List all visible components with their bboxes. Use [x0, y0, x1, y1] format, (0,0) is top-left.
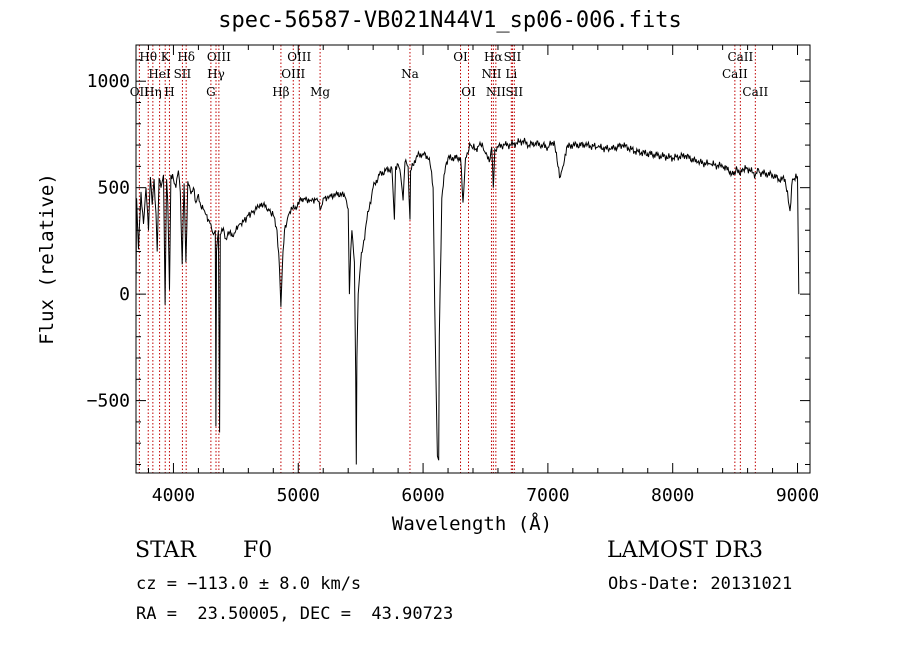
y-tick-label: −500	[87, 391, 130, 412]
line-label: OI	[461, 85, 476, 99]
plot-frame	[135, 44, 811, 474]
y-tick-label: 500	[97, 178, 130, 199]
x-tick-label: 9000	[776, 485, 819, 506]
x-axis-label: Wavelength (Å)	[392, 512, 552, 535]
line-label: CaII	[722, 67, 748, 81]
line-label: NII	[481, 67, 501, 81]
line-label: Na	[401, 67, 419, 81]
x-tick-label: 4000	[152, 485, 195, 506]
y-tick-label: 0	[119, 284, 130, 305]
line-label: Hα	[484, 50, 503, 64]
redshift-readout: cz = −113.0 ± 8.0 km/s	[136, 574, 362, 594]
line-label: NII	[486, 85, 506, 99]
line-label: Hθ	[139, 50, 157, 64]
line-label: Mg	[310, 85, 330, 99]
survey-name: LAMOST DR3	[607, 538, 763, 563]
line-label: Hδ	[177, 50, 195, 64]
line-label: CaII	[742, 85, 768, 99]
line-label: Hη	[144, 85, 162, 99]
spectral-subclass: F0	[243, 538, 273, 563]
line-label: OIII	[207, 50, 231, 64]
line-label: CaII	[727, 50, 753, 64]
line-label: SII	[504, 50, 522, 64]
x-tick-label: 6000	[401, 485, 444, 506]
line-label-layer: OIIHθHηHeIKHSIIHδGHγOIIIHβOIIIOIIIMgNaOI…	[130, 50, 769, 99]
x-tick-label: 7000	[526, 485, 569, 506]
line-label: Hγ	[207, 67, 225, 81]
line-label: OIII	[287, 50, 311, 64]
x-tick-label: 5000	[277, 485, 320, 506]
coordinates-readout: RA = 23.50005, DEC = 43.90723	[136, 604, 454, 624]
line-label: HeI	[148, 67, 171, 81]
line-label: K	[161, 50, 171, 64]
y-axis-label: Flux (relative)	[36, 173, 58, 345]
line-label: H	[164, 85, 174, 99]
chart-title: spec-56587-VB021N44V1_sp06-006.fits	[218, 8, 682, 33]
axis-ticks: 4000 5000 6000 7000 8000 9000 −500 0 500 1000	[87, 45, 819, 506]
line-label: G	[206, 85, 216, 99]
spectrum-series	[136, 137, 800, 465]
line-label: OIII	[281, 67, 305, 81]
line-label: OI	[453, 50, 468, 64]
observation-date: Obs-Date: 20131021	[608, 574, 793, 594]
line-label: Hβ	[272, 85, 289, 99]
x-tick-label: 8000	[651, 485, 694, 506]
line-label: Li	[505, 67, 517, 81]
line-label: SII	[174, 67, 192, 81]
object-class: STAR	[135, 538, 196, 563]
y-tick-label: 1000	[87, 71, 130, 92]
line-label: SII	[505, 85, 523, 99]
line-label: OII	[130, 85, 150, 99]
line-marker-layer	[138, 45, 756, 473]
